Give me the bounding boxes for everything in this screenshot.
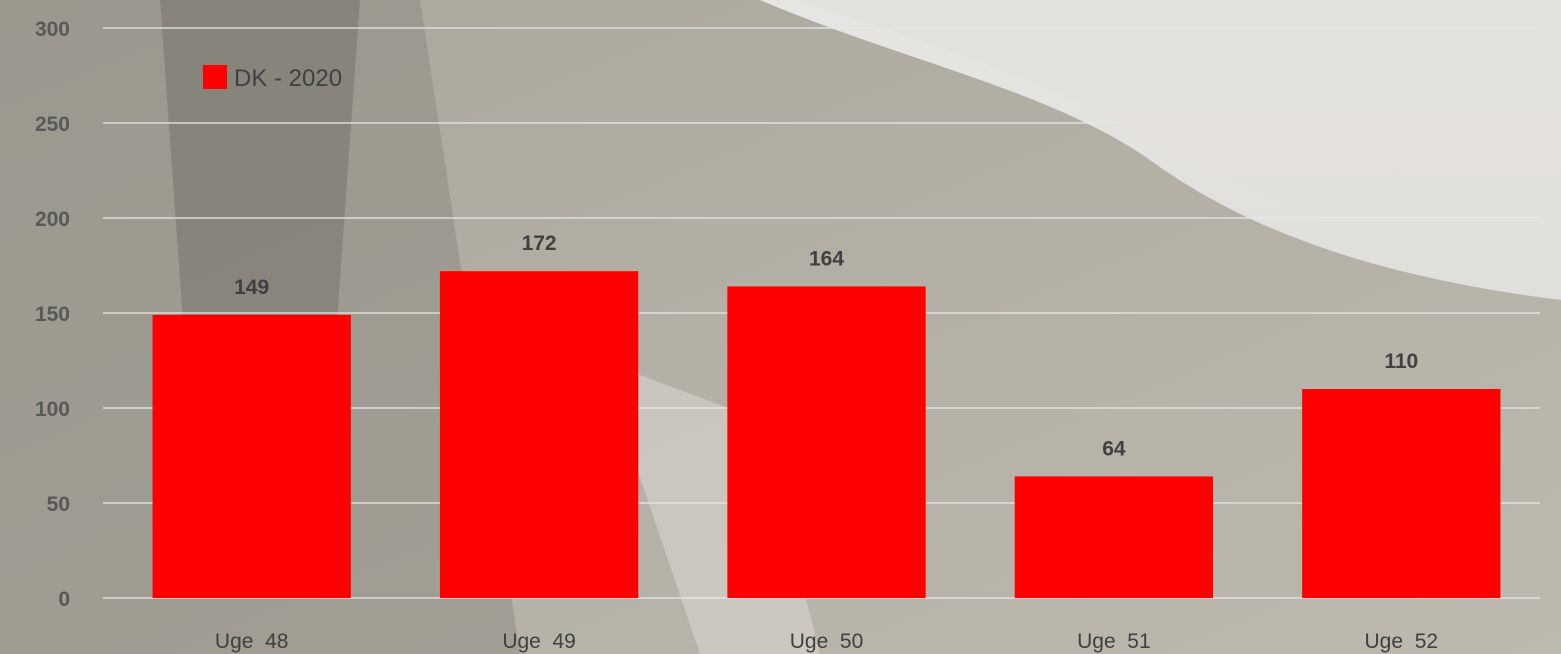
x-axis: Uge 48 Uge 49 Uge 50 Uge 51 Uge 52	[215, 630, 1438, 653]
y-tick-label-250: 250	[35, 113, 70, 136]
data-label-1: 149	[234, 276, 269, 299]
y-tick-label-300: 300	[35, 18, 70, 41]
x-tick-label-3: Uge 50	[790, 630, 864, 653]
y-tick-label-0: 0	[58, 588, 70, 611]
bar-3	[727, 286, 926, 598]
x-tick-label-1: Uge 48	[215, 630, 289, 653]
bar-2	[439, 271, 639, 598]
data-label-4: 64	[1102, 437, 1126, 460]
bar-4	[1014, 476, 1214, 598]
legend: DK - 2020	[203, 65, 342, 92]
data-label-3: 164	[809, 247, 844, 270]
x-tick-label-5: Uge 52	[1365, 630, 1439, 653]
bar-5	[1302, 389, 1501, 598]
data-label-5: 110	[1384, 350, 1418, 373]
legend-swatch-dk-2020	[203, 65, 227, 89]
legend-label-dk-2020: DK - 2020	[234, 65, 342, 92]
bars	[152, 271, 1501, 598]
data-labels: 149 172 164 64 110	[234, 232, 1418, 460]
y-tick-label-150: 150	[35, 303, 70, 326]
bar-1	[152, 314, 351, 598]
y-axis: 0 50 100 150 200 250 300	[35, 18, 70, 611]
y-tick-label-100: 100	[35, 398, 70, 421]
y-tick-label-200: 200	[35, 208, 70, 231]
x-tick-label-2: Uge 49	[502, 630, 576, 653]
x-tick-label-4: Uge 51	[1077, 630, 1151, 653]
y-tick-label-50: 50	[47, 493, 70, 516]
data-label-2: 172	[522, 232, 557, 255]
